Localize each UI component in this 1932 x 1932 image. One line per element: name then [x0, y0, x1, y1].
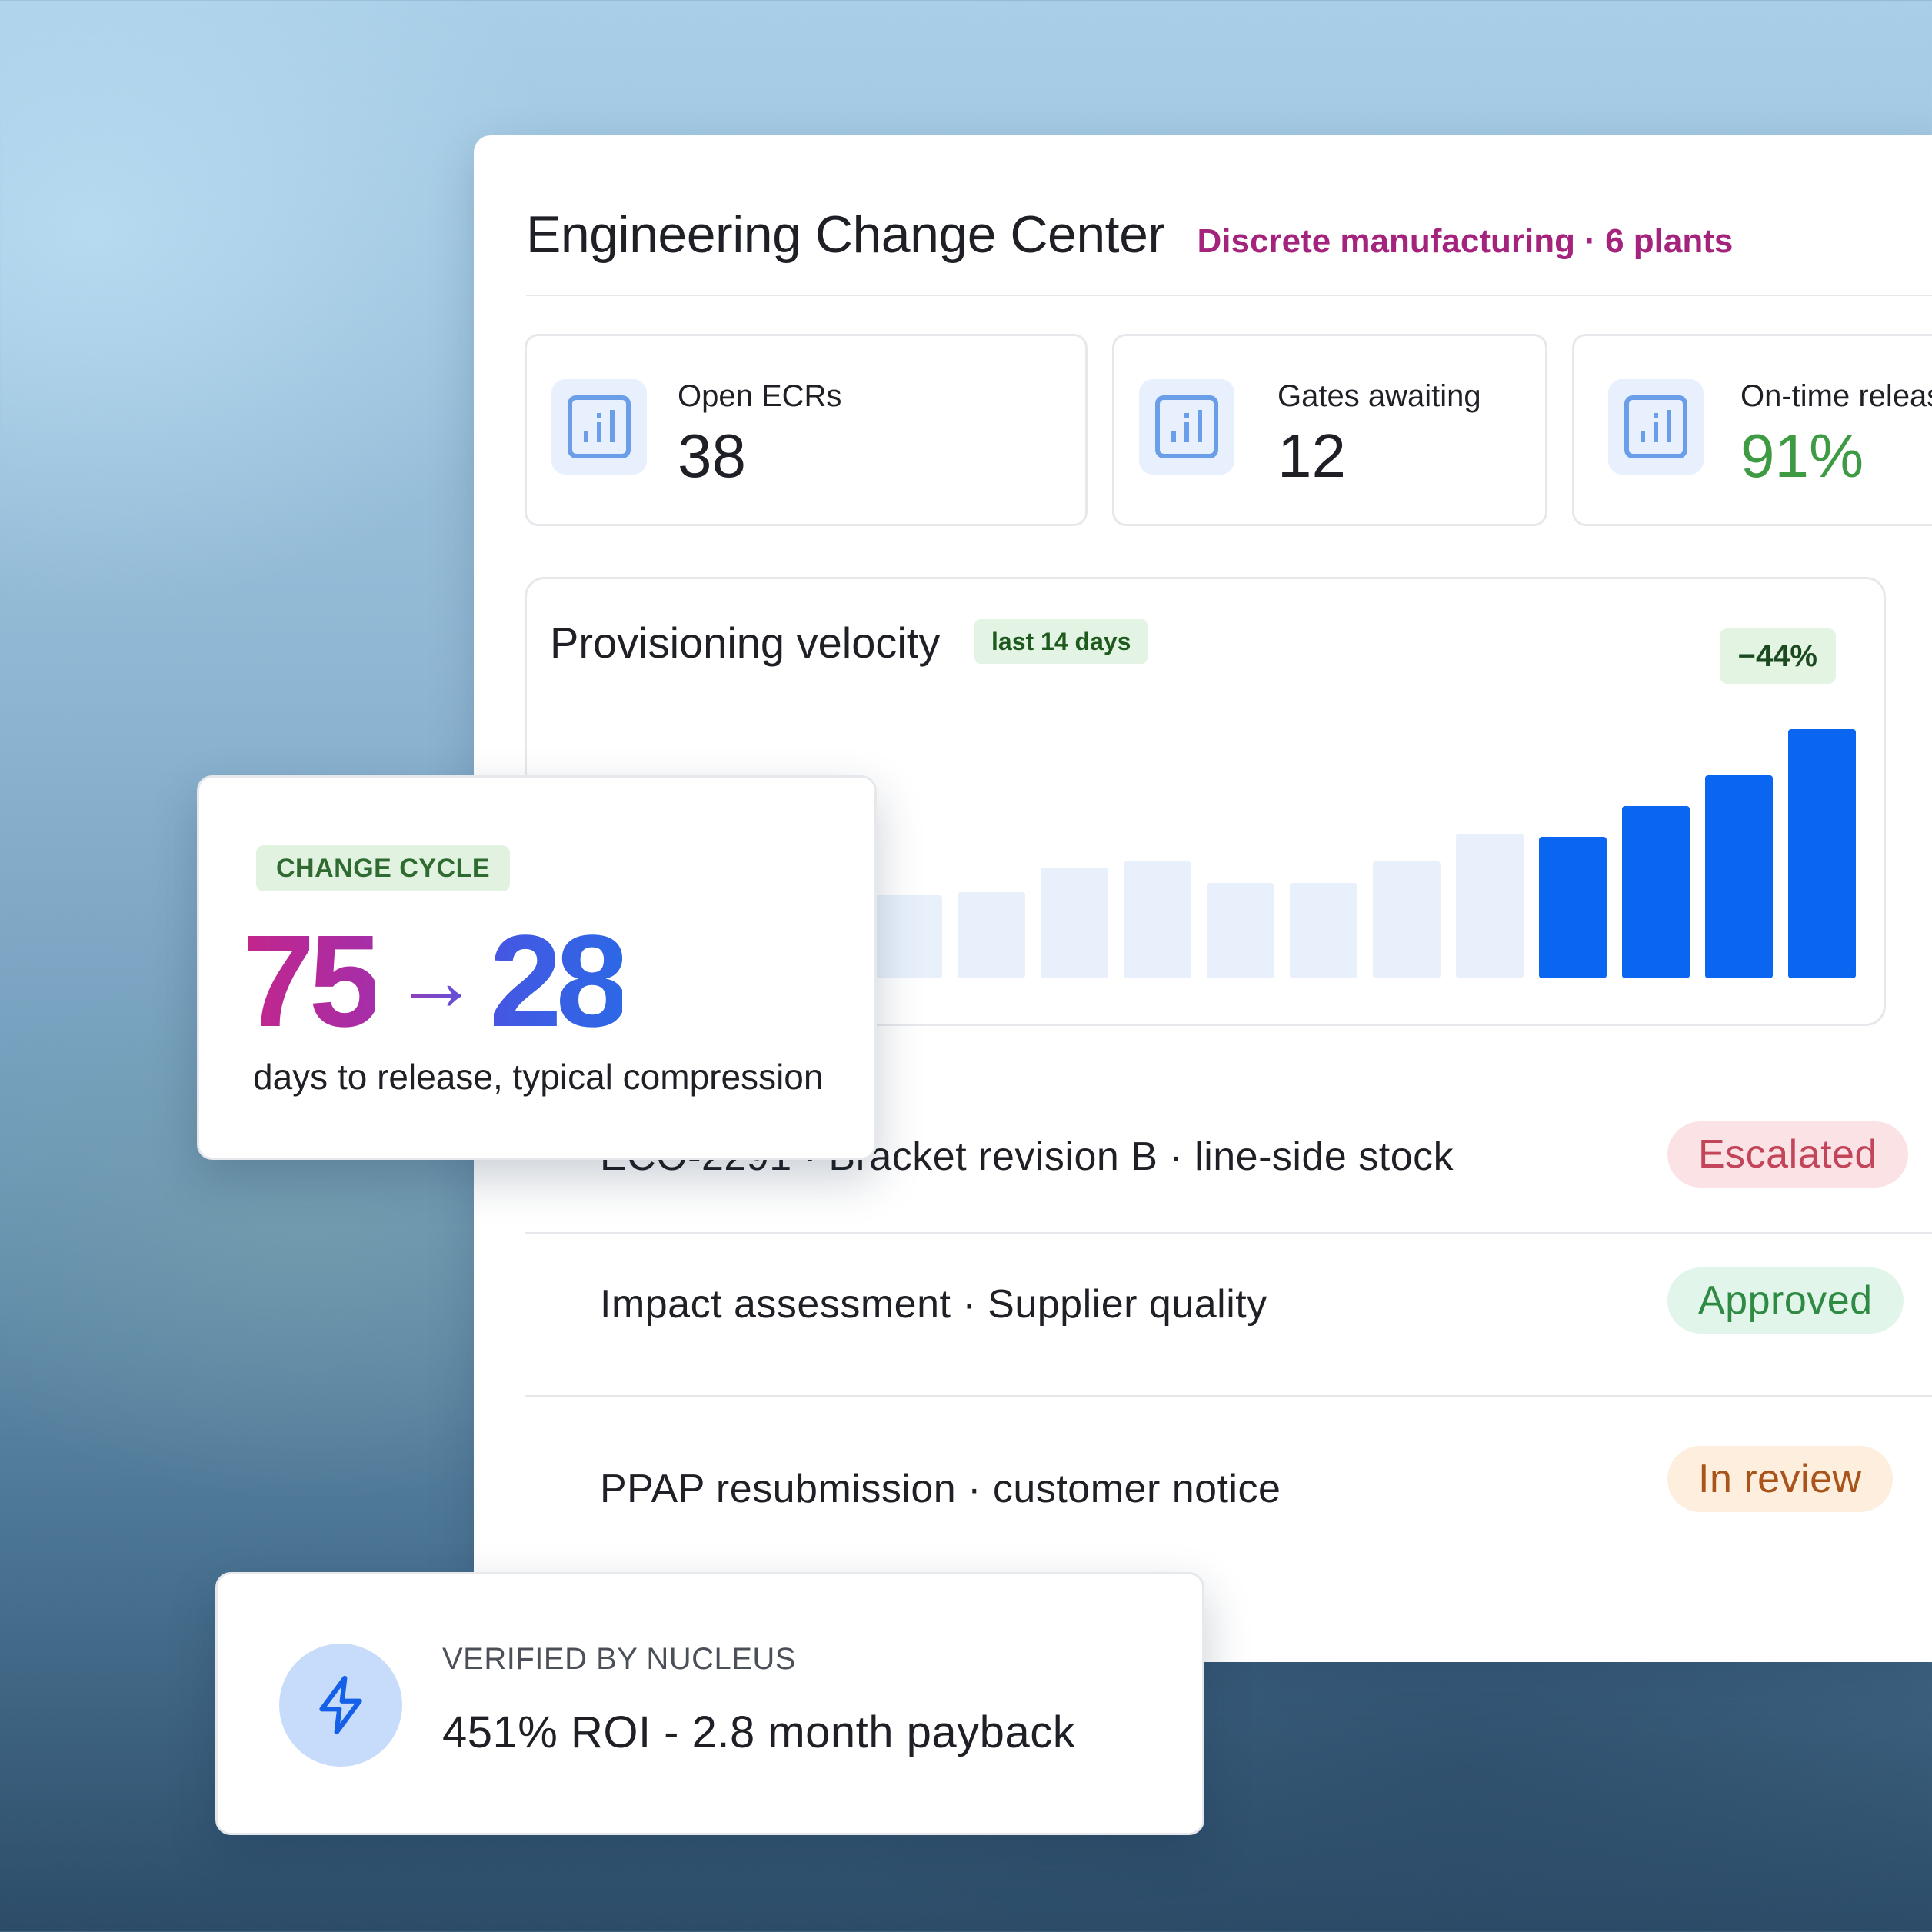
- change-cycle-tag: CHANGE CYCLE: [256, 845, 511, 891]
- roi-label: VERIFIED BY NUCLEUS: [442, 1642, 796, 1676]
- bar-chart-icon: [551, 379, 647, 475]
- chart-bar: [1622, 806, 1690, 978]
- chart-bar: [1456, 834, 1524, 978]
- page-title: Engineering Change Center: [526, 205, 1165, 264]
- status-badge: In review: [1667, 1446, 1893, 1512]
- kpi-card-gates-awaiting[interactable]: Gates awaiting 12: [1112, 334, 1547, 526]
- row-divider: [525, 1232, 1932, 1234]
- change-cycle-numbers: 75 → 28: [242, 908, 628, 1054]
- velocity-chart: [542, 729, 1856, 978]
- kpi-card-open-ecrs[interactable]: Open ECRs 38: [525, 334, 1088, 526]
- bar-chart-icon: [1139, 379, 1234, 475]
- lightning-icon: [279, 1644, 402, 1767]
- page-subtitle: Discrete manufacturing · 6 plants: [1197, 222, 1734, 260]
- kpi-label: Open ECRs: [678, 379, 842, 413]
- chart-bar: [1041, 868, 1108, 978]
- change-cycle-caption: days to release, typical compression: [253, 1057, 824, 1097]
- chart-bar: [1207, 883, 1274, 978]
- kpi-value: 12: [1277, 421, 1346, 490]
- chart-range-badge[interactable]: last 14 days: [974, 619, 1148, 664]
- chart-bar: [1788, 729, 1856, 978]
- chart-bar: [1290, 883, 1357, 978]
- roi-card: VERIFIED BY NUCLEUS 451% ROI - 2.8 month…: [215, 1572, 1204, 1835]
- list-item-title[interactable]: PPAP resubmission · customer notice: [600, 1467, 1281, 1511]
- cycle-to-value: 28: [489, 908, 628, 1054]
- kpi-label: Gates awaiting: [1277, 379, 1481, 413]
- cycle-from-value: 75: [242, 908, 381, 1054]
- chart-delta-badge: −44%: [1719, 628, 1836, 684]
- chart-title: Provisioning velocity: [550, 618, 941, 667]
- title-row: Engineering Change Center Discrete manuf…: [526, 205, 1733, 265]
- chart-bar: [1373, 861, 1441, 978]
- chart-bar: [958, 892, 1025, 978]
- status-badge: Escalated: [1667, 1121, 1908, 1188]
- bar-chart-icon: [1608, 379, 1704, 475]
- kpi-card-on-time-release[interactable]: On-time releas 91%: [1572, 334, 1932, 526]
- arrow-right-icon: →: [394, 934, 479, 1028]
- title-divider: [526, 295, 1932, 296]
- kpi-value: 91%: [1740, 421, 1864, 490]
- row-divider: [525, 1395, 1932, 1397]
- kpi-label: On-time releas: [1740, 379, 1932, 413]
- list-item-title[interactable]: Impact assessment · Supplier quality: [600, 1282, 1267, 1327]
- roi-value: 451% ROI - 2.8 month payback: [442, 1707, 1076, 1757]
- chart-bar: [1124, 861, 1191, 978]
- chart-bar: [1705, 775, 1773, 978]
- kpi-value: 38: [678, 421, 746, 490]
- status-badge: Approved: [1667, 1267, 1904, 1334]
- chart-bar: [874, 895, 942, 978]
- chart-bar: [1539, 837, 1607, 978]
- change-cycle-card: CHANGE CYCLE 75 → 28 days to release, ty…: [197, 775, 877, 1160]
